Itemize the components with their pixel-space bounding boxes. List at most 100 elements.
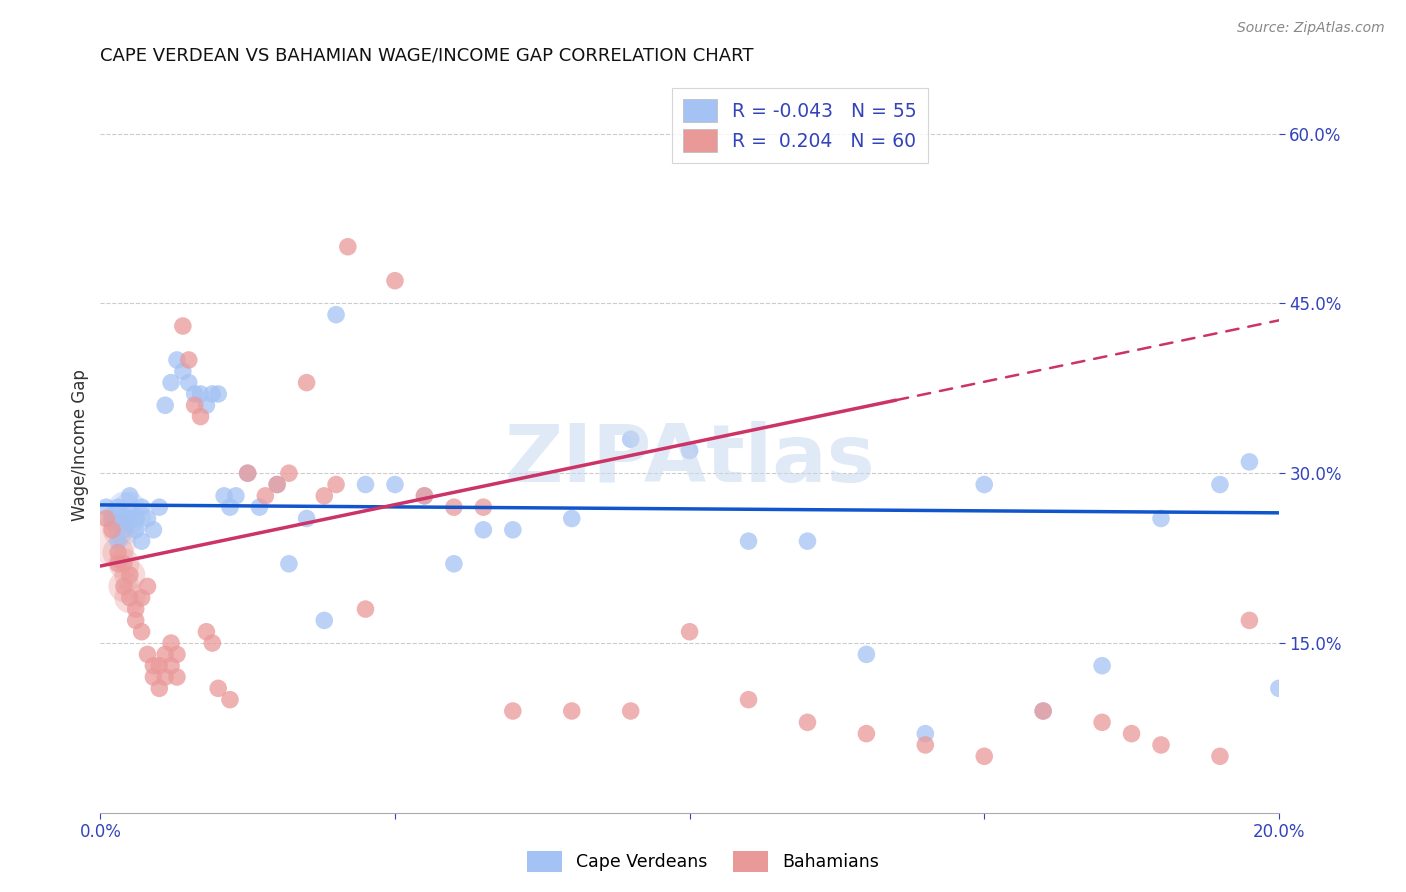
Point — [112, 579, 135, 593]
Point — [107, 523, 129, 537]
Point — [212, 489, 235, 503]
Point — [160, 658, 183, 673]
Point — [620, 432, 643, 446]
Point — [131, 500, 153, 515]
Point — [107, 534, 129, 549]
Text: ZIPAtlas: ZIPAtlas — [505, 421, 875, 499]
Point — [142, 658, 165, 673]
Point — [201, 387, 224, 401]
Point — [125, 614, 148, 628]
Point — [142, 523, 165, 537]
Point — [855, 726, 877, 740]
Point — [1150, 511, 1173, 525]
Point — [107, 545, 129, 559]
Point — [254, 489, 277, 503]
Point — [277, 466, 299, 480]
Point — [172, 364, 194, 378]
Point — [225, 489, 247, 503]
Point — [737, 692, 759, 706]
Point — [131, 624, 153, 639]
Point — [136, 648, 159, 662]
Point — [118, 511, 141, 525]
Point — [249, 500, 271, 515]
Point — [195, 398, 218, 412]
Text: CAPE VERDEAN VS BAHAMIAN WAGE/INCOME GAP CORRELATION CHART: CAPE VERDEAN VS BAHAMIAN WAGE/INCOME GAP… — [100, 46, 754, 64]
Point — [855, 648, 877, 662]
Point — [125, 511, 148, 525]
Point — [160, 636, 183, 650]
Point — [1032, 704, 1054, 718]
Point — [142, 670, 165, 684]
Point — [177, 376, 200, 390]
Point — [325, 308, 347, 322]
Point — [1239, 614, 1261, 628]
Point — [266, 477, 288, 491]
Point — [112, 557, 135, 571]
Point — [1239, 455, 1261, 469]
Point — [118, 568, 141, 582]
Point — [107, 545, 129, 559]
Point — [107, 557, 129, 571]
Point — [561, 704, 583, 718]
Point — [112, 500, 135, 515]
Point — [295, 511, 318, 525]
Point — [183, 398, 205, 412]
Point — [1032, 704, 1054, 718]
Point — [177, 353, 200, 368]
Point — [207, 387, 229, 401]
Point — [118, 511, 141, 525]
Point — [443, 557, 465, 571]
Point — [443, 500, 465, 515]
Point — [190, 409, 212, 424]
Point — [737, 534, 759, 549]
Point — [384, 274, 406, 288]
Point — [914, 726, 936, 740]
Legend: Cape Verdeans, Bahamians: Cape Verdeans, Bahamians — [520, 844, 886, 879]
Point — [153, 670, 176, 684]
Point — [118, 568, 141, 582]
Point — [201, 636, 224, 650]
Point — [336, 240, 359, 254]
Text: Source: ZipAtlas.com: Source: ZipAtlas.com — [1237, 21, 1385, 35]
Point — [101, 523, 124, 537]
Point — [796, 715, 818, 730]
Point — [413, 489, 436, 503]
Point — [148, 500, 170, 515]
Point — [266, 477, 288, 491]
Point — [1091, 658, 1114, 673]
Point — [236, 466, 259, 480]
Point — [472, 500, 495, 515]
Point — [96, 511, 118, 525]
Point — [136, 579, 159, 593]
Point — [914, 738, 936, 752]
Point — [678, 624, 700, 639]
Legend: R = -0.043   N = 55, R =  0.204   N = 60: R = -0.043 N = 55, R = 0.204 N = 60 — [672, 87, 928, 163]
Point — [112, 579, 135, 593]
Point — [502, 704, 524, 718]
Point — [620, 704, 643, 718]
Point — [112, 557, 135, 571]
Point — [118, 489, 141, 503]
Point — [502, 523, 524, 537]
Point — [195, 624, 218, 639]
Point — [1150, 738, 1173, 752]
Point — [277, 557, 299, 571]
Point — [219, 500, 242, 515]
Point — [1268, 681, 1291, 696]
Point — [118, 500, 141, 515]
Point — [236, 466, 259, 480]
Point — [166, 648, 188, 662]
Point — [101, 511, 124, 525]
Point — [118, 591, 141, 605]
Point — [131, 534, 153, 549]
Point — [118, 591, 141, 605]
Point — [107, 500, 129, 515]
Point — [148, 658, 170, 673]
Point — [125, 602, 148, 616]
Point — [112, 511, 135, 525]
Point — [125, 511, 148, 525]
Point — [112, 523, 135, 537]
Point — [796, 534, 818, 549]
Point — [354, 477, 377, 491]
Point — [354, 602, 377, 616]
